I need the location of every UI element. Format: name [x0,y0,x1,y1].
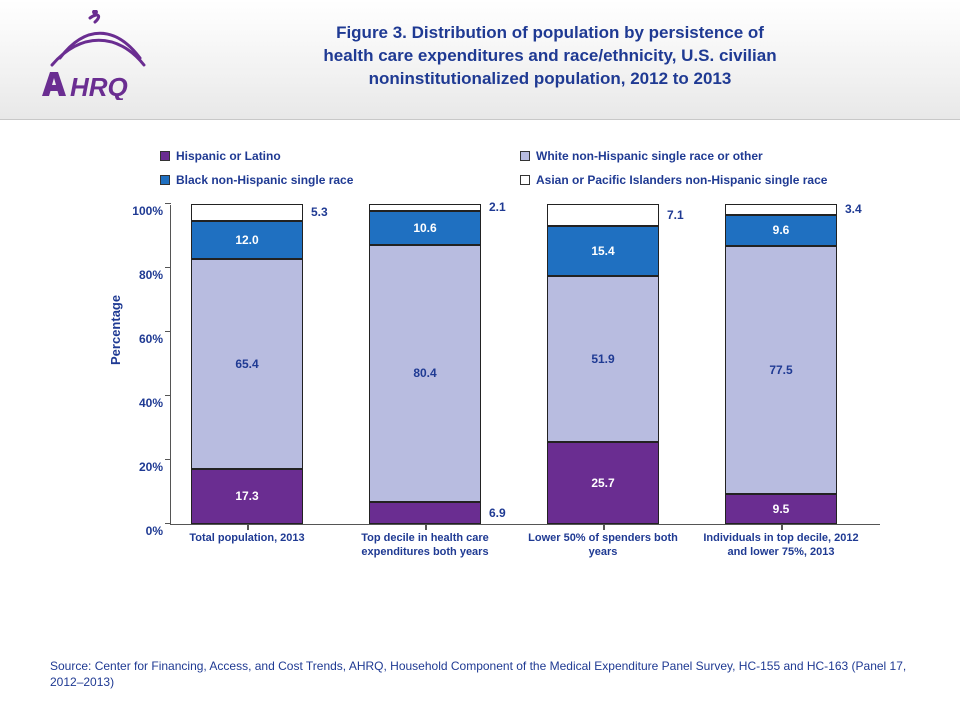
legend-label: White non-Hispanic single race or other [536,149,763,163]
plot-area: 0%20%40%60%80%100%Total population, 2013… [170,205,880,525]
legend-item-asian: Asian or Pacific Islanders non-Hispanic … [520,169,880,191]
legend-item-black: Black non-Hispanic single race [160,169,520,191]
bar-value-label: 5.3 [303,205,363,219]
bar-value-label: 51.9 [547,352,659,366]
y-tick-mark [165,459,171,461]
bar-segment-asian [369,204,481,211]
bar-segment-asian [725,204,837,215]
y-tick-mark [165,267,171,269]
source-citation: Source: Center for Financing, Access, an… [50,658,920,690]
bar-value-label: 9.6 [725,223,837,237]
bar-value-label: 2.1 [481,200,541,214]
x-category-label: Lower 50% of spenders both years [518,532,688,560]
x-tick-mark [781,524,783,530]
y-tick-label: 100% [121,204,163,218]
y-axis-label: Percentage [108,295,123,365]
legend-swatch [520,151,530,161]
y-tick-label: 20% [121,460,163,474]
svg-text:HRQ: HRQ [70,72,128,100]
x-tick-mark [247,524,249,530]
bar-segment-asian [547,204,659,227]
y-tick-label: 40% [121,396,163,410]
header-band: HRQ Figure 3. Distribution of population… [0,0,960,120]
y-tick-mark [165,331,171,333]
legend-label: Black non-Hispanic single race [176,173,353,187]
legend-item-white: White non-Hispanic single race or other [520,145,880,167]
y-tick-label: 80% [121,268,163,282]
bar-value-label: 80.4 [369,366,481,380]
bar-segment-hispanic [369,502,481,524]
y-tick-label: 60% [121,332,163,346]
bar-value-label: 25.7 [547,476,659,490]
bar-segment-asian [191,204,303,221]
x-category-label: Total population, 2013 [162,532,332,546]
chart: Hispanic or Latino White non-Hispanic sin… [100,145,900,615]
bar-group: 9.577.59.63.4 [725,204,837,524]
legend-item-hispanic: Hispanic or Latino [160,145,520,167]
ahrq-logo: HRQ [40,10,150,100]
bar-value-label: 65.4 [191,357,303,371]
figure-title: Figure 3. Distribution of population by … [200,22,900,91]
bar-value-label: 9.5 [725,502,837,516]
legend-swatch [520,175,530,185]
bar-value-label: 7.1 [659,208,719,222]
legend-label: Hispanic or Latino [176,149,281,163]
legend-swatch [160,175,170,185]
legend-label: Asian or Pacific Islanders non-Hispanic … [536,173,827,187]
bar-value-label: 3.4 [837,202,897,216]
bar-value-label: 12.0 [191,233,303,247]
bar-value-label: 10.6 [369,221,481,235]
y-tick-mark [165,203,171,205]
bar-group: 6.980.410.62.1 [369,204,481,524]
bar-value-label: 6.9 [481,506,541,520]
x-tick-mark [425,524,427,530]
x-category-label: Individuals in top decile, 2012 and lowe… [696,532,866,560]
legend: Hispanic or Latino White non-Hispanic sin… [160,145,880,193]
bar-group: 17.365.412.05.3 [191,204,303,524]
y-tick-mark [165,395,171,397]
y-tick-mark [165,523,171,525]
bar-value-label: 17.3 [191,489,303,503]
bar-value-label: 77.5 [725,363,837,377]
legend-swatch [160,151,170,161]
bar-value-label: 15.4 [547,244,659,258]
x-tick-mark [603,524,605,530]
x-category-label: Top decile in health care expenditures b… [340,532,510,560]
bar-group: 25.751.915.47.1 [547,204,659,524]
y-tick-label: 0% [121,524,163,538]
